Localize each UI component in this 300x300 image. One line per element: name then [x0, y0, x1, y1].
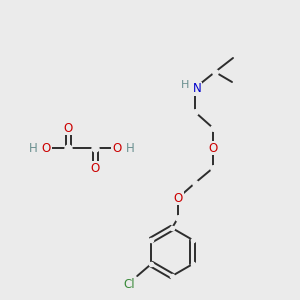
Text: O: O: [112, 142, 122, 154]
Text: O: O: [208, 142, 217, 154]
Text: O: O: [41, 142, 51, 154]
Text: H: H: [126, 142, 134, 154]
Text: Cl: Cl: [123, 278, 135, 290]
Text: N: N: [193, 82, 201, 95]
Text: O: O: [90, 161, 100, 175]
Text: H: H: [28, 142, 38, 154]
Text: O: O: [63, 122, 73, 134]
Text: O: O: [173, 191, 183, 205]
Text: H: H: [181, 80, 189, 90]
